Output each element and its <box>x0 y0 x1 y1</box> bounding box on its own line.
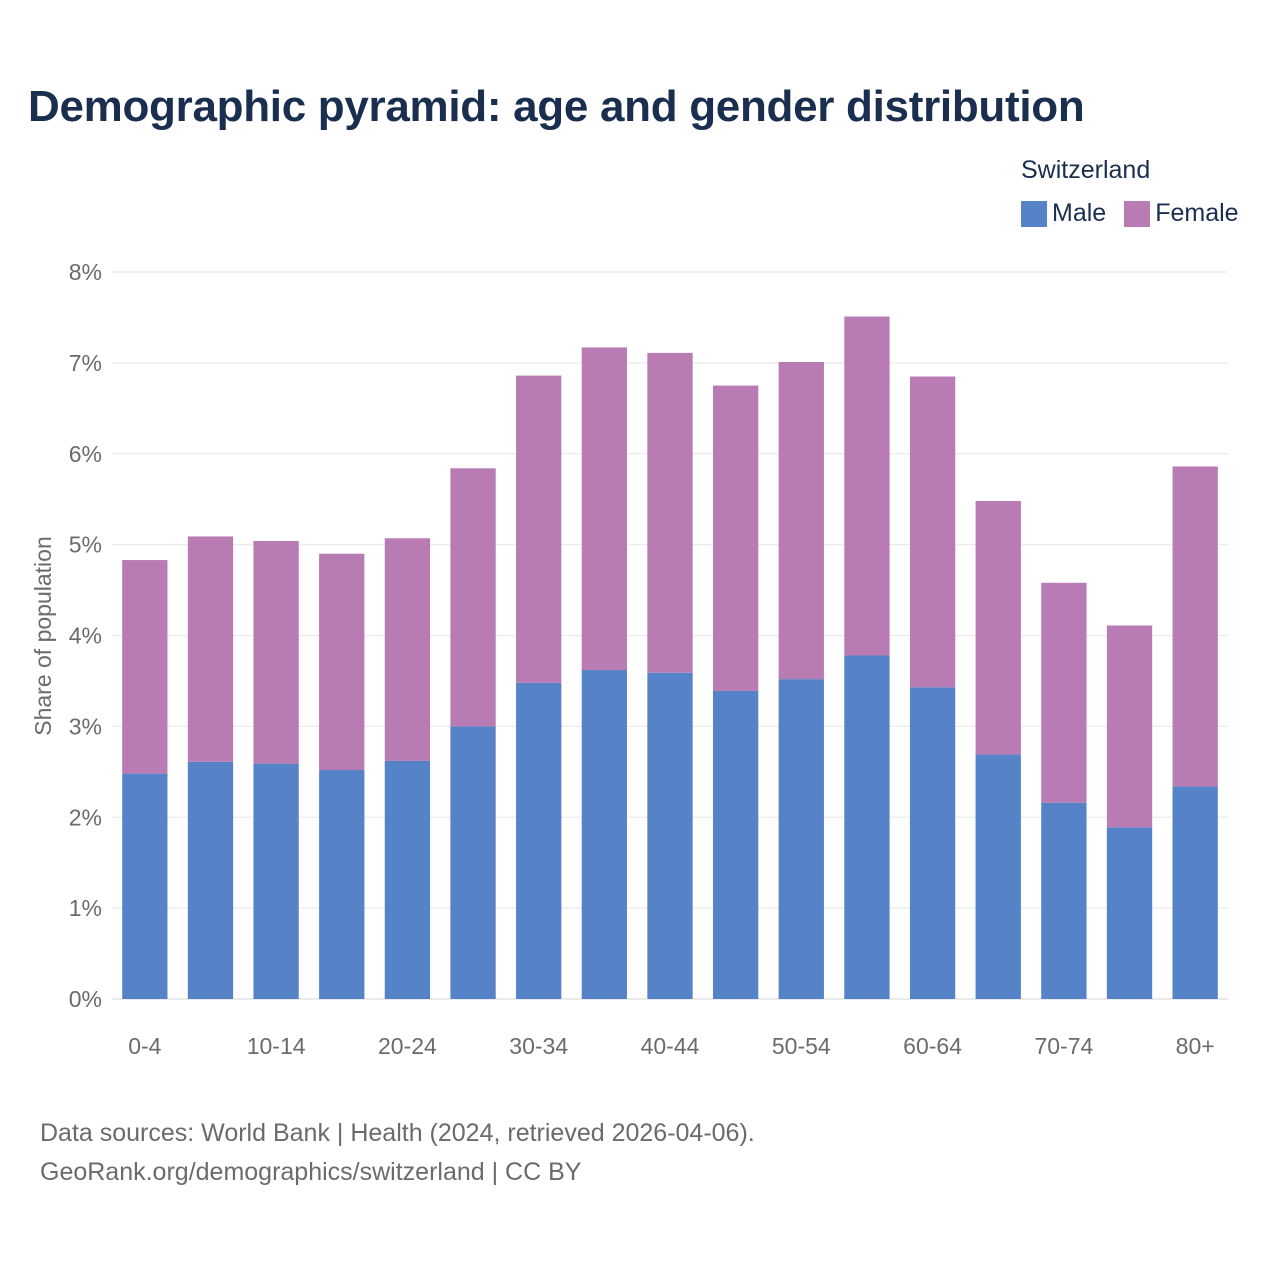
x-axis-ticks: 0-4 10-14 20-24 30-34 40-44 50-54 60-64 70-74 80… <box>128 1033 1214 1059</box>
legend-item-male[interactable]: Male <box>1021 199 1106 228</box>
bar-female-15-19[interactable] <box>319 553 365 770</box>
bar-male-75-79[interactable] <box>1106 827 1153 999</box>
bar-male-10-14[interactable] <box>253 763 299 999</box>
bar-female-50-54[interactable] <box>778 361 824 680</box>
y-axis-label: Share of population <box>30 536 56 736</box>
y-tick-label: 3% <box>69 713 102 739</box>
bar-male-5-9[interactable] <box>187 761 234 999</box>
bar-female-0-4[interactable] <box>122 560 168 774</box>
attribution-link[interactable]: GeoRank.org/demographics/switzerland | C… <box>40 1158 582 1186</box>
bar-male-55-59[interactable] <box>844 655 890 999</box>
y-tick-label: 7% <box>69 350 102 376</box>
bar-female-75-79[interactable] <box>1106 625 1153 828</box>
bar-female-55-59[interactable] <box>844 316 890 656</box>
legend: Male Female <box>1021 199 1257 228</box>
bar-female-40-44[interactable] <box>647 352 693 673</box>
legend-swatch-female <box>1124 200 1151 227</box>
legend-label-male: Male <box>1052 199 1107 227</box>
bar-male-0-4[interactable] <box>122 773 168 999</box>
bar-female-30-34[interactable] <box>516 375 562 683</box>
legend-item-female[interactable]: Female <box>1124 199 1239 228</box>
bar-male-70-74[interactable] <box>1041 802 1087 999</box>
legend-swatch-male <box>1021 200 1047 227</box>
bar-female-70-74[interactable] <box>1041 582 1087 803</box>
y-tick-label: 0% <box>69 986 102 1012</box>
y-tick-label: 2% <box>69 804 102 830</box>
y-tick-label: 4% <box>69 623 102 649</box>
x-tick-label: 70-74 <box>1034 1033 1093 1059</box>
gridlines <box>112 271 1228 1000</box>
bar-female-10-14[interactable] <box>253 540 299 764</box>
bar-female-25-29[interactable] <box>450 468 496 727</box>
legend-label-female: Female <box>1155 199 1239 227</box>
source-note: Data sources: World Bank | Health (2024,… <box>40 1119 755 1147</box>
y-axis-ticks: 0% 1% 2% 3% 4% 5% 6% 7% 8% <box>69 259 102 1012</box>
bar-female-65-69[interactable] <box>975 501 1021 755</box>
bars <box>122 316 1218 999</box>
x-tick-label: 80+ <box>1176 1033 1215 1059</box>
bar-female-5-9[interactable] <box>187 536 234 762</box>
y-tick-label: 6% <box>69 441 102 467</box>
bar-male-50-54[interactable] <box>778 679 824 999</box>
x-tick-label: 30-34 <box>509 1033 568 1059</box>
y-tick-label: 5% <box>69 532 102 558</box>
bar-male-35-39[interactable] <box>581 670 628 999</box>
x-tick-label: 40-44 <box>641 1033 700 1059</box>
bar-female-60-64[interactable] <box>909 376 956 688</box>
bar-male-15-19[interactable] <box>319 769 365 999</box>
bar-female-45-49[interactable] <box>712 385 759 691</box>
x-tick-label: 60-64 <box>903 1033 962 1059</box>
y-tick-label: 1% <box>69 895 102 921</box>
bar-male-20-24[interactable] <box>384 760 431 999</box>
y-tick-label: 8% <box>69 259 102 285</box>
x-tick-label: 10-14 <box>247 1033 306 1059</box>
bar-male-80+[interactable] <box>1172 786 1218 999</box>
x-tick-label: 50-54 <box>772 1033 831 1059</box>
chart-title: Demographic pyramid: age and gender dist… <box>28 82 1085 131</box>
bar-female-80+[interactable] <box>1172 466 1218 787</box>
x-tick-label: 20-24 <box>378 1033 437 1059</box>
footer: Data sources: World Bank | Health (2024,… <box>40 1114 755 1192</box>
bar-male-45-49[interactable] <box>712 690 759 999</box>
x-tick-label: 0-4 <box>128 1033 161 1059</box>
bar-male-25-29[interactable] <box>450 726 496 999</box>
bar-female-35-39[interactable] <box>581 347 628 671</box>
bar-female-20-24[interactable] <box>384 538 431 761</box>
legend-title: Switzerland <box>1021 156 1151 184</box>
bar-male-30-34[interactable] <box>516 682 562 999</box>
bar-male-40-44[interactable] <box>647 672 693 999</box>
bar-male-60-64[interactable] <box>909 687 956 999</box>
bar-male-65-69[interactable] <box>975 754 1021 999</box>
